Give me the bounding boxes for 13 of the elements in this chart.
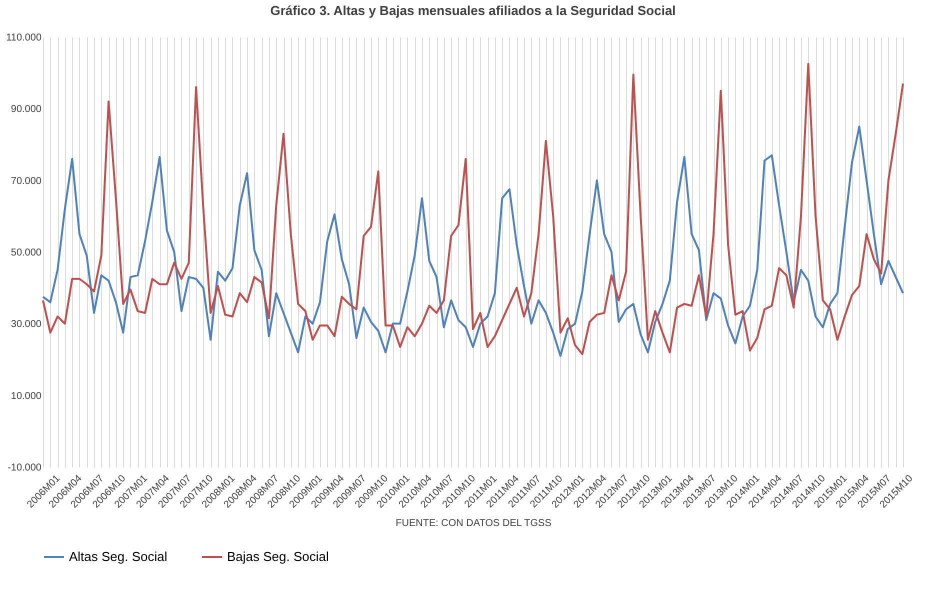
line-series — [42, 126, 904, 357]
source-note: FUENTE: CON DATOS DEL TGSS — [396, 518, 552, 529]
y-tick-label: 30.000 — [10, 319, 42, 330]
y-tick-label: 70.000 — [10, 176, 42, 187]
y-tick-label: -10.000 — [8, 462, 42, 474]
legend-label: Bajas Seg. Social — [227, 549, 330, 564]
y-tick-label: 50.000 — [10, 248, 42, 258]
line-series — [42, 62, 904, 356]
y-tick-label: 110.000 — [6, 32, 42, 44]
legend-label: Altas Seg. Social — [69, 549, 168, 564]
y-tick-label: 90.000 — [10, 104, 42, 116]
y-tick-label: 10.000 — [10, 390, 42, 402]
chart-title: Gráfico 3. Altas y Bajas mensuales afiliados a la Seguridad Social — [270, 3, 676, 18]
